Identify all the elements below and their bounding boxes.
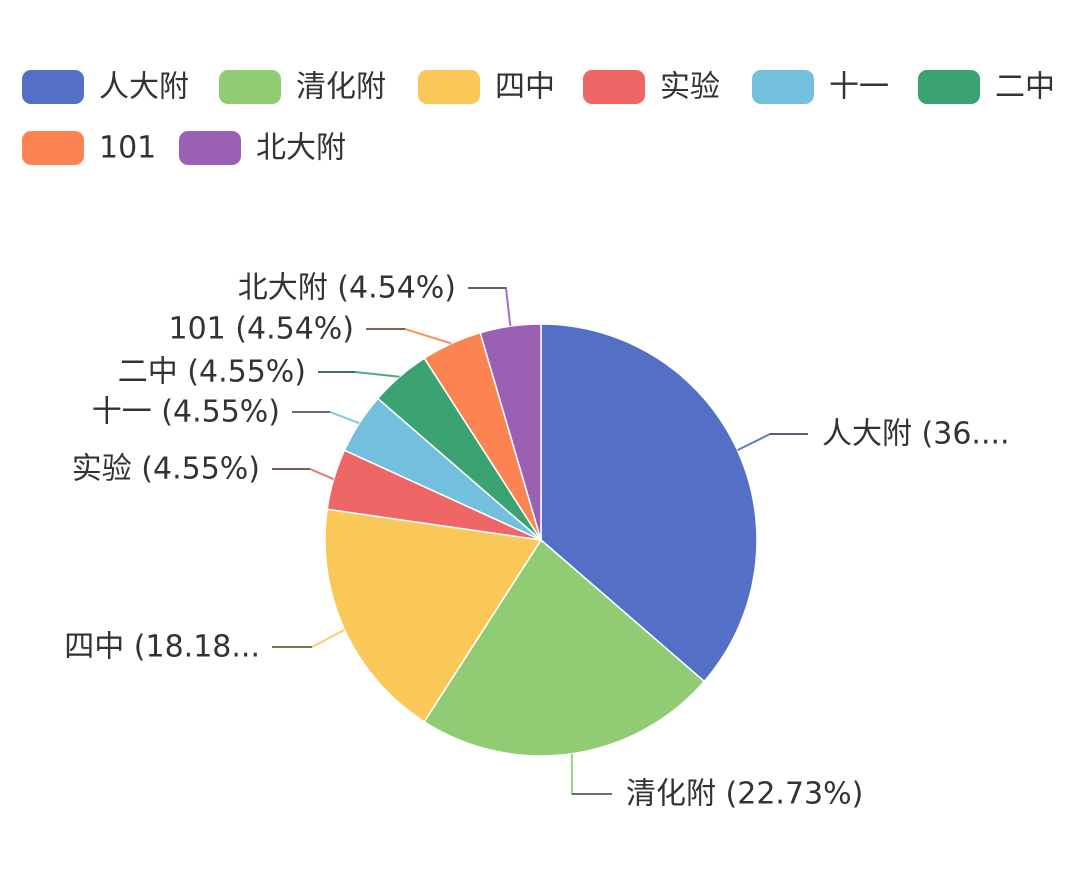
legend-swatch: [583, 70, 645, 104]
legend-label: 清化附: [296, 70, 386, 105]
legend-label: 实验: [660, 70, 720, 105]
slice-label-2: 四中 (18.18...: [64, 630, 260, 665]
pie-slice-1[interactable]: [423, 538, 706, 757]
legend-swatch: [179, 131, 241, 165]
legend-label: 人大附: [99, 70, 189, 105]
legend-label: 101: [99, 131, 156, 166]
legend-item-5[interactable]: 二中: [918, 70, 1055, 105]
legend-label: 二中: [995, 70, 1055, 105]
leader-line-7: [468, 287, 512, 327]
pie-slice-0[interactable]: [540, 323, 758, 683]
legend-item-2[interactable]: 四中: [418, 70, 555, 105]
legend-item-6[interactable]: 101: [22, 131, 156, 166]
slice-label-5: 二中 (4.55%): [118, 355, 306, 390]
legend-item-7[interactable]: 北大附: [179, 131, 346, 166]
slice-labels: 人大附 (36.... 清化附 (22.73%) 四中 (18.18... 实验 (4…: [64, 271, 1009, 812]
slice-label-7: 北大附 (4.54%): [238, 271, 456, 306]
leader-line-0: [737, 433, 808, 452]
leader-line-2: [272, 628, 345, 648]
legend[interactable]: 人大附 清化附 四中 实验 十一 二中 101 北大附: [22, 70, 1055, 166]
legend-item-1[interactable]: 清化附: [219, 70, 386, 105]
pie-slice-2[interactable]: [324, 508, 543, 723]
leader-line-3: [272, 468, 335, 481]
slice-label-1: 清化附 (22.73%): [626, 777, 863, 812]
legend-swatch: [418, 70, 480, 104]
slice-label-4: 十一 (4.55%): [92, 395, 280, 430]
slice-label-3: 实验 (4.55%): [72, 452, 260, 487]
slice-label-0: 人大附 (36....: [822, 417, 1010, 452]
legend-label: 四中: [495, 70, 555, 105]
pie-slices: [324, 323, 758, 757]
legend-swatch: [752, 70, 814, 104]
legend-swatch: [22, 131, 84, 165]
legend-item-0[interactable]: 人大附: [22, 70, 189, 105]
leader-line-4: [292, 411, 360, 425]
slice-label-6: 101 (4.54%): [168, 312, 354, 347]
legend-label: 十一: [829, 70, 889, 105]
legend-item-3[interactable]: 实验: [583, 70, 720, 105]
leader-line-1: [570, 753, 612, 795]
legend-swatch: [22, 70, 84, 104]
legend-swatch: [918, 70, 980, 104]
label-leader-lines: [272, 287, 808, 795]
legend-label: 北大附: [256, 131, 346, 166]
legend-swatch: [219, 70, 281, 104]
legend-item-4[interactable]: 十一: [752, 70, 889, 105]
leader-line-6: [366, 328, 452, 345]
